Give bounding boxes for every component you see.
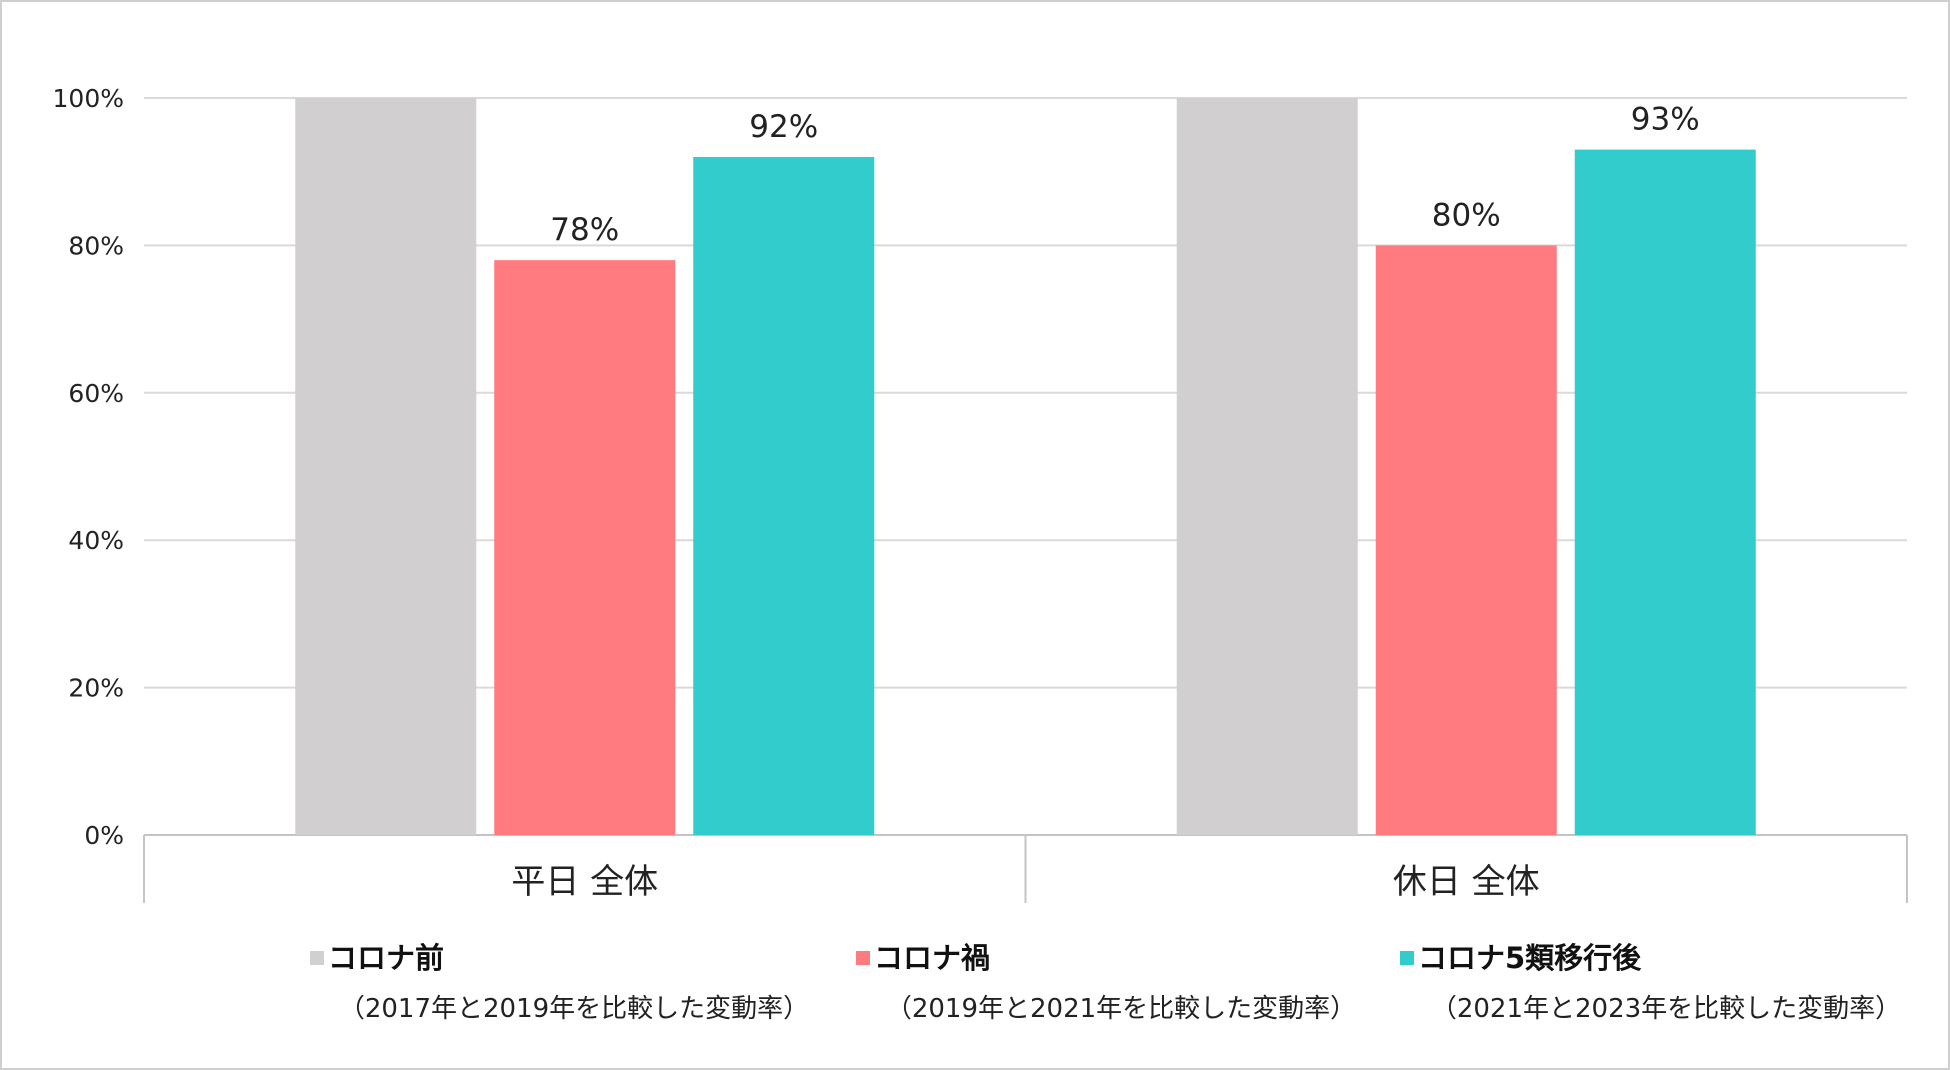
data-label: 93%: [1631, 102, 1700, 138]
y-tick-label: 0%: [84, 821, 124, 850]
legend-swatch-3: [1400, 951, 1414, 965]
data-label: 80%: [1432, 197, 1501, 233]
data-label: 78%: [550, 212, 619, 248]
legend-note: （2021年と2023年を比較した変動率）: [1431, 994, 1901, 1024]
legend-label: コロナ5類移行後: [1418, 941, 1642, 975]
legend-label: コロナ禍: [874, 941, 990, 975]
legend: コロナ前 コロナ禍 コロナ5類移行後 （2017年と2019年を比較した変動率） （20…: [310, 941, 1901, 1024]
bar-2-1: [494, 260, 676, 835]
y-tick-label: 40%: [68, 526, 124, 555]
bar-3-1: [693, 156, 875, 835]
bar-3-2: [1574, 149, 1756, 836]
y-tick-label: 100%: [53, 84, 124, 113]
y-tick-label: 20%: [68, 674, 124, 703]
legend-swatch-2: [856, 951, 870, 965]
labels: 0% 20% 40% 60% 80% 100% 78% 92% 平日 全体 80% 93% 休日 全体: [53, 84, 1700, 902]
bar-1-2: [1176, 98, 1358, 835]
bars: [295, 98, 1756, 836]
y-tick-label: 60%: [68, 379, 124, 408]
bar-1-1: [295, 98, 477, 835]
legend-label: コロナ前: [328, 941, 444, 975]
y-tick-label: 80%: [68, 231, 124, 260]
axes: [143, 835, 1908, 903]
x-category-label: 休日 全体: [1393, 862, 1540, 902]
legend-note: （2017年と2019年を比較した変動率）: [339, 994, 809, 1024]
bar-2-2: [1375, 245, 1557, 835]
legend-swatch-1: [310, 951, 324, 965]
legend-note: （2019年と2021年を比較した変動率）: [886, 994, 1356, 1024]
x-category-label: 平日 全体: [511, 862, 658, 902]
data-label: 92%: [749, 109, 818, 145]
